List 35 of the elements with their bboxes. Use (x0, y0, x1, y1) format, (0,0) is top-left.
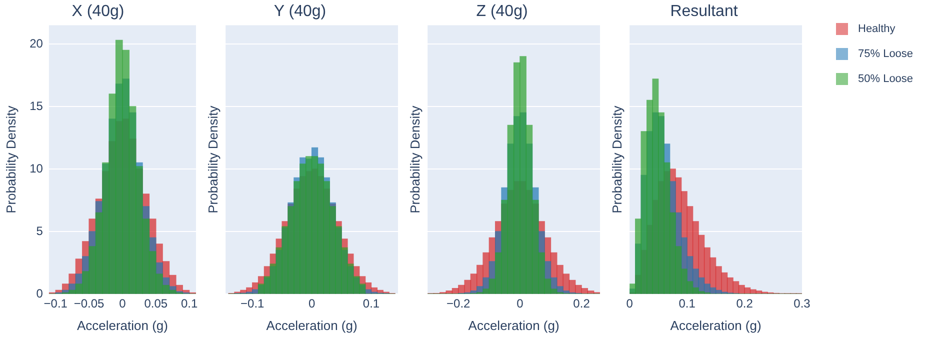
x-tick-label: 0 (626, 296, 634, 311)
y-tick-label: 0 (36, 286, 44, 300)
x-tick-label: 0.2 (573, 296, 590, 311)
chart-title: Z (40g) (476, 3, 528, 20)
x-tick-label: 0 (119, 296, 126, 311)
x-tick-label: 0.2 (736, 296, 754, 311)
x-tick-label: −0.05 (74, 296, 105, 311)
x-axis-title: Acceleration (g) (76, 318, 168, 333)
y-tick-label: 5 (36, 224, 44, 238)
x-axis-title: Acceleration (g) (670, 318, 762, 333)
x-tick-label: 0 (516, 296, 524, 311)
x-tick-label: 0.1 (362, 296, 380, 311)
x-tick-label: −0.2 (446, 296, 471, 311)
x-axis-title: Acceleration (g) (266, 318, 358, 333)
y-tick-label: 20 (30, 36, 44, 50)
y-axis-title: Probability Density (205, 105, 220, 214)
x-tick-label: −0.1 (240, 296, 265, 311)
x-tick-label: 0.1 (180, 296, 198, 311)
y-axis-title: Probability Density (3, 105, 18, 214)
x-tick-label: 0.1 (678, 296, 696, 311)
y-axis-title: Probability Density (407, 105, 422, 214)
y-tick-label: 15 (30, 98, 44, 113)
legend-label: Healthy (858, 23, 896, 35)
x-tick-label: 0.3 (794, 296, 811, 311)
x-tick-label: 0.05 (144, 296, 168, 311)
y-tick-label: 10 (30, 161, 44, 176)
x-tick-label: 0 (308, 296, 316, 311)
y-axis-title: Probability Density (609, 105, 624, 214)
legend-label: 75% Loose (858, 48, 914, 60)
legend-label: 50% Loose (858, 73, 914, 85)
chart-title: Resultant (670, 3, 738, 20)
x-axis-title: Acceleration (g) (468, 318, 560, 333)
chart-title: Y (40g) (274, 3, 326, 20)
chart-title: X (40g) (72, 3, 124, 20)
x-tick-label: −0.1 (44, 296, 68, 311)
